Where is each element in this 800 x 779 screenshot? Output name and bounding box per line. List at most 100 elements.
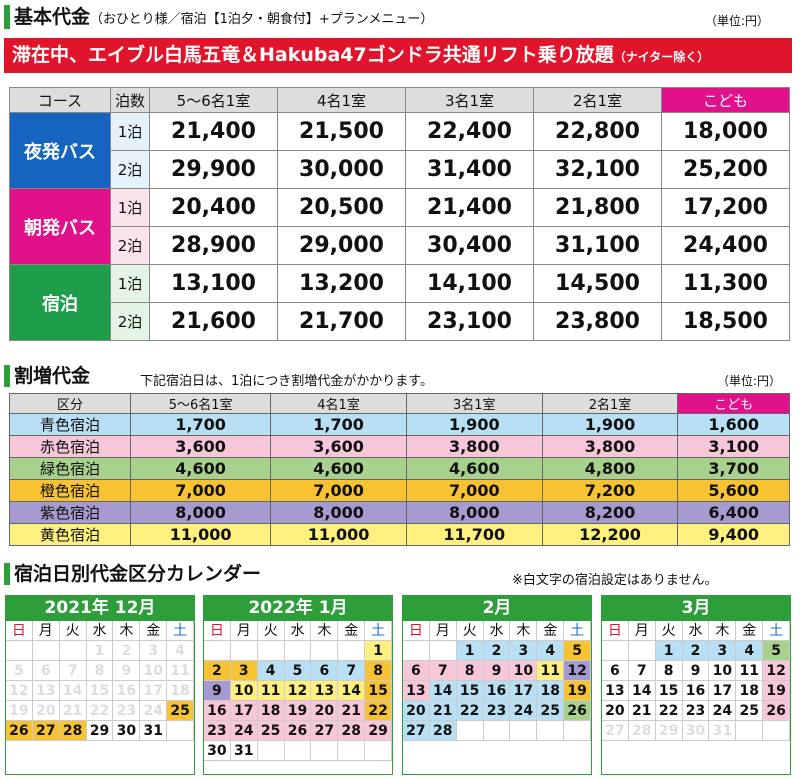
calendar-day: 18 <box>537 681 565 701</box>
calendar-day: 11 <box>537 661 565 681</box>
calendar-day: 20 <box>602 701 629 721</box>
surcharge-cell: 4,600 <box>129 457 272 480</box>
calendar-day: 4 <box>167 641 194 661</box>
calendar-day: 14 <box>59 681 87 701</box>
price-cell: 22,800 <box>533 112 662 151</box>
calendar-day: 8 <box>456 661 484 681</box>
calendar-day: 27 <box>311 721 339 741</box>
price-cell: 11,300 <box>661 264 790 303</box>
calendar-day: 10 <box>510 661 538 681</box>
price-cell: 20,400 <box>149 188 278 227</box>
calendar-month: 3月日月火水木金土 1 2 3 4 5 6 7 8 9 10 11 12 13 14 15 16 17 18 19 20… <box>601 595 791 775</box>
calendar-day <box>365 741 392 761</box>
weekday-label: 火 <box>257 621 285 641</box>
lift-banner: 滞在中、エイブル白馬五竜＆Hakuba47ゴンドラ共通リフト乗り放題（ナイター除… <box>4 38 792 73</box>
calendar-day: 26 <box>763 701 790 721</box>
calendar-day: 22 <box>86 701 114 721</box>
category-label: 緑色宿泊 <box>9 457 131 480</box>
banner-text: 滞在中、エイブル白馬五竜＆Hakuba47ゴンドラ共通リフト乗り放題 <box>12 44 614 66</box>
calendar-month: 2月日月火水木金土 1 2 3 4 5 6 7 8 9 10 11 12 13 14 15 16 17 18 19 20… <box>402 595 592 775</box>
column-header: 5～6名1室 <box>149 87 278 113</box>
column-header: 3名1室 <box>405 393 543 414</box>
calendar-day: 24 <box>510 701 538 721</box>
calendar-day: 21 <box>59 701 87 721</box>
calendar-day <box>311 741 339 761</box>
surcharge-cell: 3,700 <box>677 457 790 480</box>
calendar-day: 7 <box>429 661 457 681</box>
calendar-day <box>338 741 366 761</box>
calendar-day: 4 <box>257 661 285 681</box>
weekday-label: 日 <box>403 621 430 641</box>
category-label: 紫色宿泊 <box>9 501 131 524</box>
price-cell: 25,200 <box>661 150 790 189</box>
calendar-day: 7 <box>338 661 366 681</box>
price-cell: 21,500 <box>277 112 406 151</box>
calendar-day: 3 <box>230 661 258 681</box>
calendar-day: 6 <box>602 661 629 681</box>
calendar-day: 30 <box>204 741 231 761</box>
calendar-day: 24 <box>140 701 168 721</box>
calendar-month: 2022年 1月日月火水木金土 1 2 3 4 5 6 7 8 9 10 11 12 13 14 15 16 17… <box>203 595 393 775</box>
nights-cell: 2泊 <box>110 226 150 265</box>
surcharge-cell: 8,000 <box>270 501 407 524</box>
calendar-day: 5 <box>284 661 312 681</box>
calendar-day: 19 <box>284 701 312 721</box>
calendar-day: 13 <box>311 681 339 701</box>
calendar-day: 14 <box>628 681 656 701</box>
calendar-day: 16 <box>204 701 231 721</box>
calendar-grid: 日月火水木金土 1 2 3 4 5 6 7 8 9 10 11 12 13 14 15 16 17 18 19 20 21… <box>602 621 790 741</box>
calendar-day: 14 <box>338 681 366 701</box>
category-label: 橙色宿泊 <box>9 479 131 502</box>
calendar-day: 11 <box>736 661 764 681</box>
surcharge-cell: 1,700 <box>270 413 407 436</box>
calendar-day: 3 <box>140 641 168 661</box>
price-cell: 32,100 <box>533 150 662 189</box>
calendar-day: 12 <box>6 681 33 701</box>
calendar-day: 28 <box>429 721 457 741</box>
calendar-day <box>257 641 285 661</box>
calendar-day: 22 <box>365 701 392 721</box>
column-header: こども <box>677 393 790 414</box>
price-cell: 21,600 <box>149 302 278 341</box>
calendar-day: 7 <box>59 661 87 681</box>
price-cell: 14,500 <box>533 264 662 303</box>
weekday-label: 水 <box>284 621 312 641</box>
calendar-day <box>204 641 231 661</box>
price-cell: 21,400 <box>405 188 534 227</box>
calendar-day <box>564 721 591 741</box>
column-header: 2名1室 <box>533 87 662 113</box>
surcharge-cell: 8,000 <box>129 501 272 524</box>
section-marker <box>4 5 10 29</box>
price-cell: 20,500 <box>277 188 406 227</box>
price-cell: 21,800 <box>533 188 662 227</box>
surcharge-cell: 1,700 <box>129 413 272 436</box>
calendar-day: 10 <box>140 661 168 681</box>
table-row: 2泊 21,600 21,700 23,100 23,800 18,500 <box>10 302 790 341</box>
calendar-note: ※白文字の宿泊設定はありません。 <box>512 573 718 588</box>
calendar-day: 18 <box>257 701 285 721</box>
calendar-day: 27 <box>403 721 430 741</box>
column-header: コース <box>9 87 111 113</box>
nights-cell: 1泊 <box>110 264 150 303</box>
section-marker <box>4 365 10 387</box>
calendar-day: 11 <box>167 661 194 681</box>
surcharge-cell: 7,000 <box>129 479 272 502</box>
weekday-label: 土 <box>365 621 392 641</box>
table-row: 黄色宿泊 11,000 11,000 11,700 12,200 9,400 <box>9 523 790 546</box>
weekday-label: 木 <box>510 621 538 641</box>
calendar-day: 27 <box>32 721 60 741</box>
calendar-day <box>510 721 538 741</box>
surcharge-cell: 7,000 <box>270 479 407 502</box>
calendar-day: 15 <box>655 681 683 701</box>
calendar-title: 2021年 12月 <box>6 596 194 621</box>
calendar-day <box>311 641 339 661</box>
calendar-day: 19 <box>564 681 591 701</box>
price-cell: 13,200 <box>277 264 406 303</box>
calendar-day: 9 <box>113 661 141 681</box>
weekday-label: 土 <box>564 621 591 641</box>
weekday-label: 日 <box>602 621 629 641</box>
nights-cell: 1泊 <box>110 188 150 227</box>
surcharge-cell: 7,200 <box>541 479 679 502</box>
surcharge-cell: 6,400 <box>677 501 790 524</box>
calendar-day <box>230 641 258 661</box>
